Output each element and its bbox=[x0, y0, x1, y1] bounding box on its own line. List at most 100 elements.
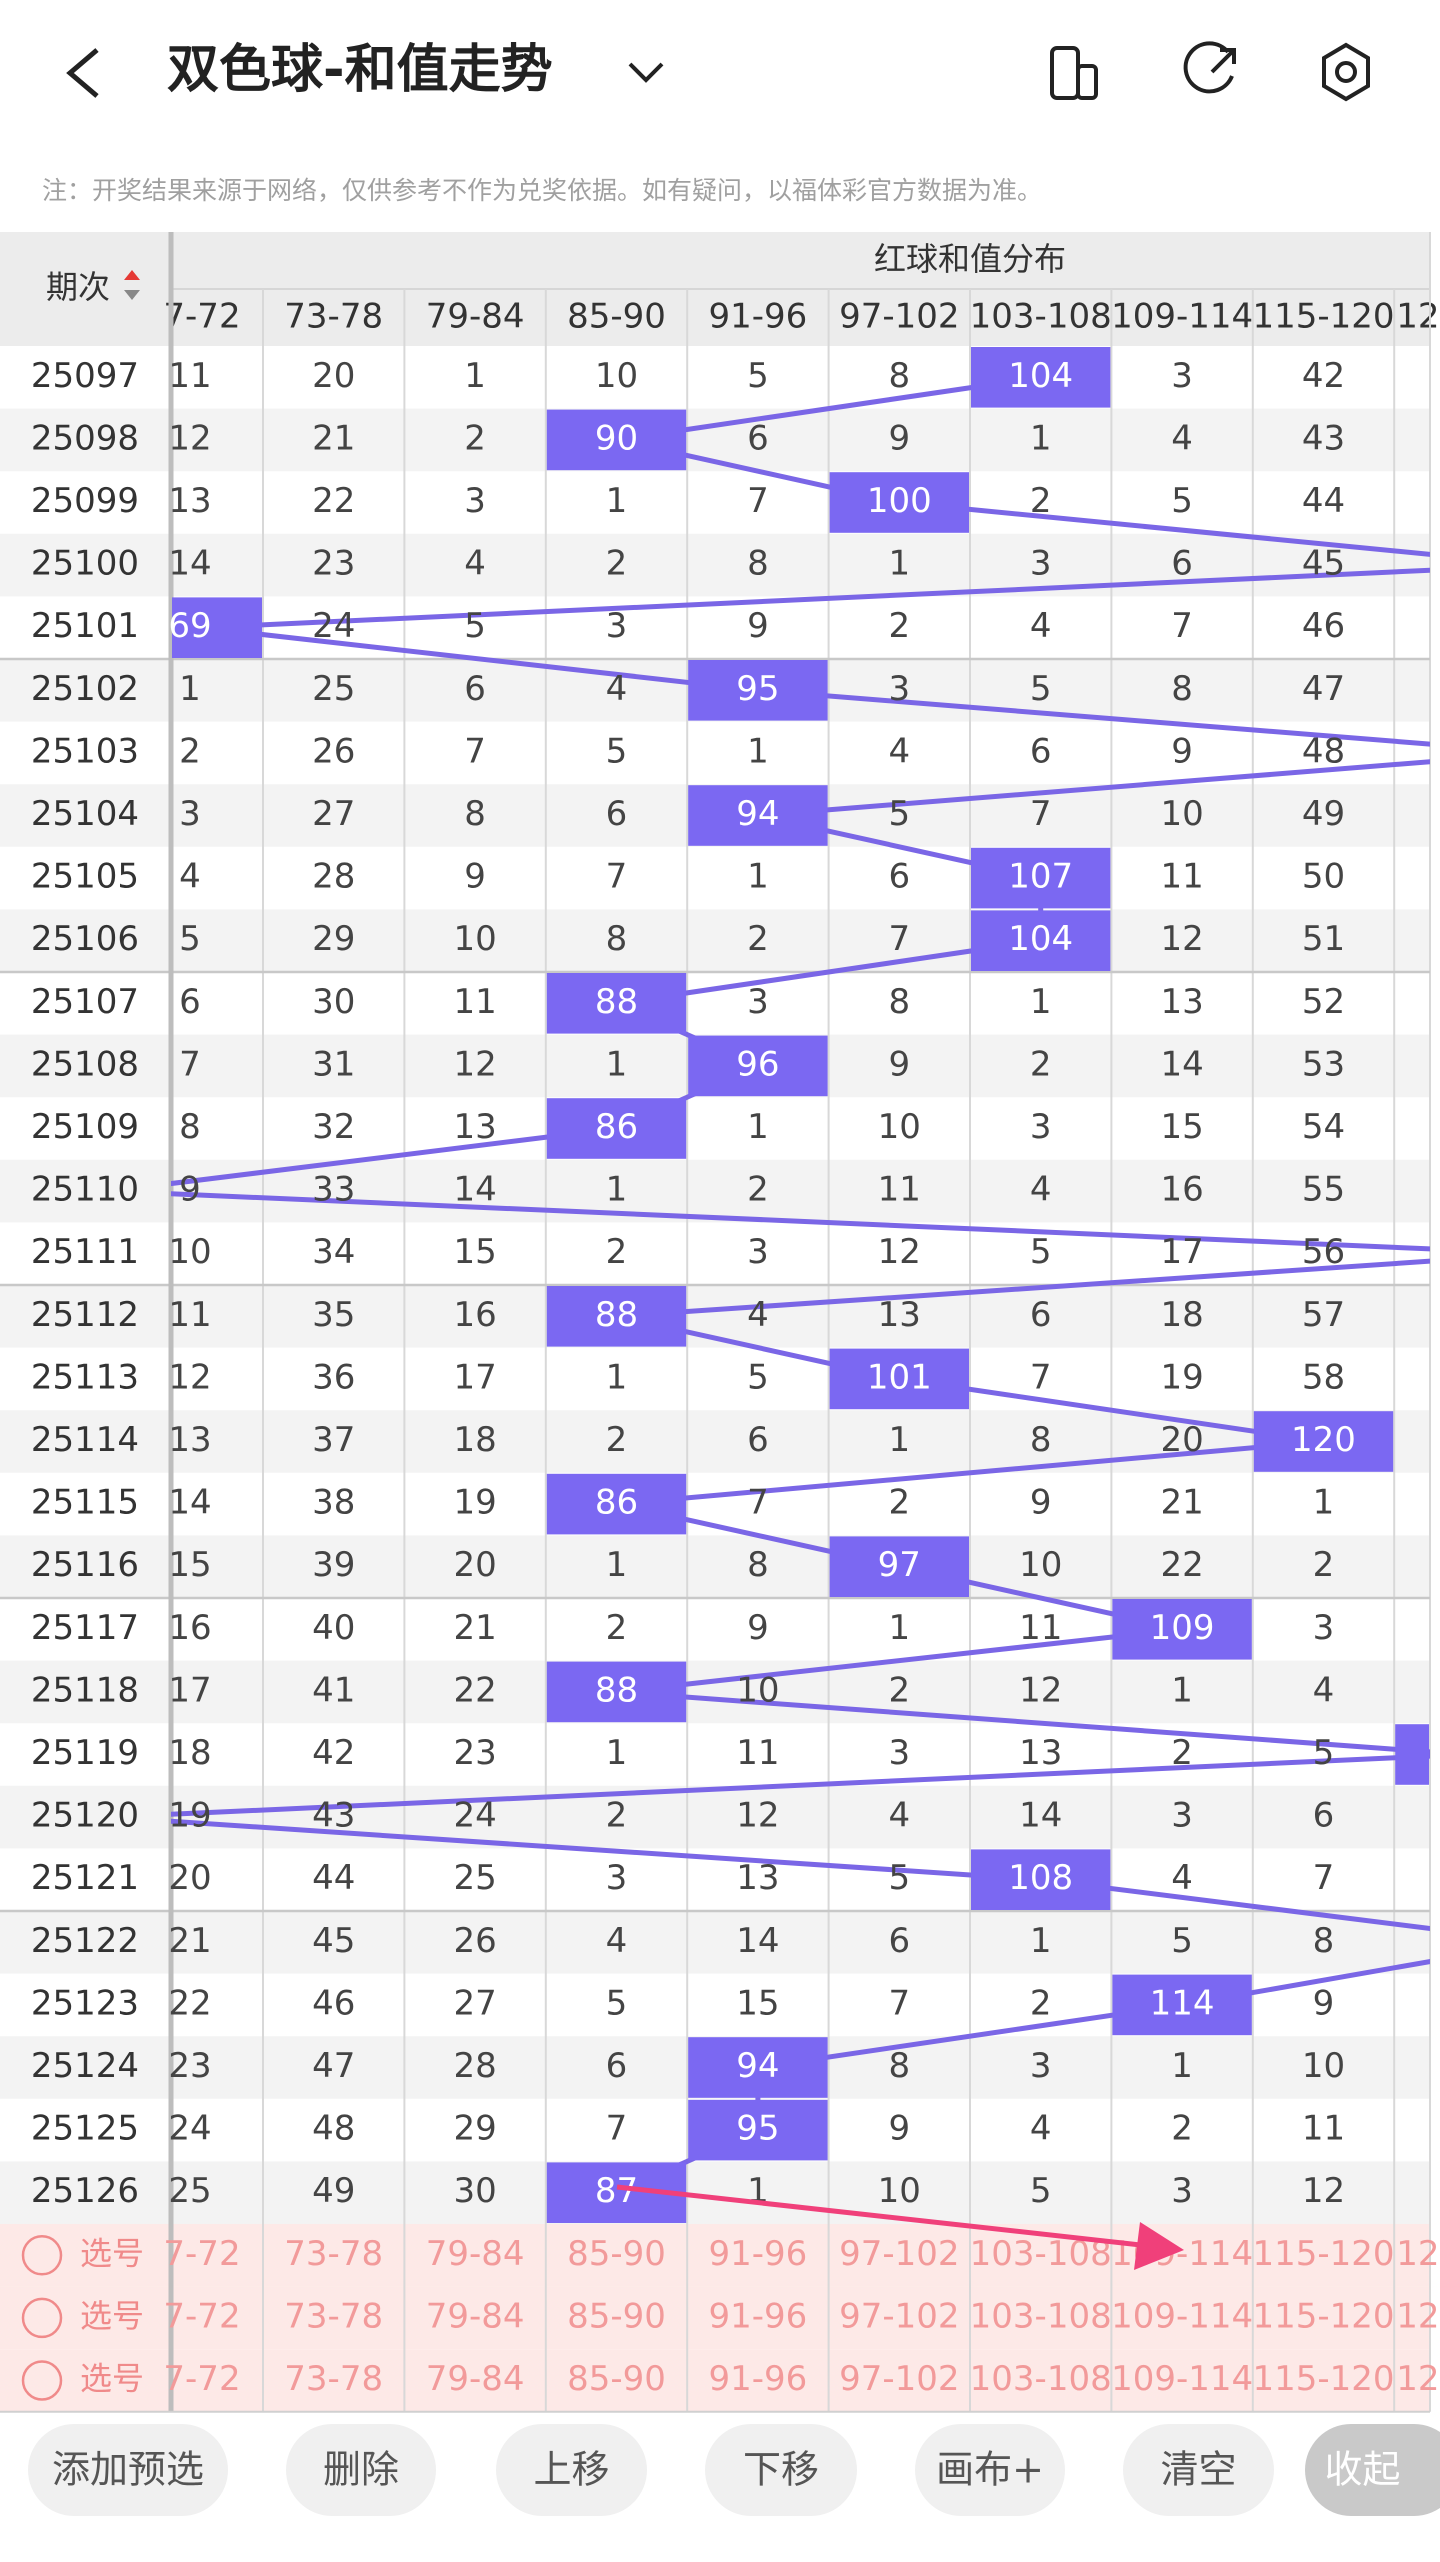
miss-count: 10 bbox=[736, 1670, 779, 1710]
miss-count: 21 bbox=[1160, 1483, 1203, 1523]
hit-cell bbox=[688, 660, 828, 721]
miss-count: 14 bbox=[168, 1483, 211, 1523]
title-dropdown[interactable] bbox=[628, 62, 664, 83]
miss-count: 4 bbox=[888, 731, 910, 771]
miss-count: 11 bbox=[1019, 1608, 1062, 1648]
period: 25097 bbox=[31, 356, 139, 396]
device-icon[interactable] bbox=[1050, 46, 1080, 100]
trend-line bbox=[899, 500, 1430, 557]
miss-count: 1 bbox=[1313, 1483, 1335, 1523]
device-icon-part bbox=[1076, 64, 1098, 100]
group-header: 红球和值分布 bbox=[874, 240, 1066, 278]
miss-count: 3 bbox=[464, 481, 486, 521]
miss-count: 47 bbox=[1302, 669, 1345, 709]
miss-count: 12 bbox=[736, 1796, 779, 1836]
hit-cell bbox=[1112, 1599, 1252, 1660]
hit-value: 97 bbox=[878, 1545, 921, 1585]
period: 25100 bbox=[31, 544, 139, 584]
hit-cell bbox=[546, 1286, 687, 1347]
miss-count: 27 bbox=[312, 794, 355, 834]
settings-icon[interactable] bbox=[1322, 42, 1370, 102]
miss-count: 2 bbox=[1030, 481, 1052, 521]
action-button[interactable] bbox=[28, 2424, 228, 2516]
select-option: 115-120 bbox=[1252, 2296, 1394, 2336]
miss-count: 5 bbox=[1030, 2171, 1052, 2211]
miss-count: 3 bbox=[606, 606, 628, 646]
action-button[interactable] bbox=[286, 2424, 436, 2516]
miss-count: 2 bbox=[1030, 1983, 1052, 2023]
hit-value: 90 bbox=[595, 418, 638, 458]
miss-count: 9 bbox=[1171, 731, 1193, 771]
miss-count: 7 bbox=[747, 1483, 769, 1523]
miss-count: 12 bbox=[1019, 1670, 1062, 1710]
miss-count: 4 bbox=[606, 1921, 628, 1961]
hit-cell bbox=[546, 973, 687, 1034]
miss-count: 21 bbox=[453, 1608, 496, 1648]
action-button[interactable] bbox=[705, 2424, 857, 2516]
miss-count: 13 bbox=[878, 1295, 921, 1335]
miss-count: 6 bbox=[1313, 1796, 1335, 1836]
miss-count: 5 bbox=[747, 356, 769, 396]
miss-count: 2 bbox=[1171, 1733, 1193, 1773]
miss-count: 28 bbox=[453, 2046, 496, 2086]
miss-count: 4 bbox=[888, 1796, 910, 1836]
miss-count: 10 bbox=[453, 919, 496, 959]
period: 25118 bbox=[31, 1670, 139, 1710]
action-button[interactable] bbox=[1123, 2424, 1274, 2516]
miss-count: 47 bbox=[312, 2046, 355, 2086]
miss-count: 28 bbox=[312, 857, 355, 897]
hit-value: 100 bbox=[867, 481, 932, 521]
trend-line bbox=[757, 759, 1430, 818]
hit-value: 107 bbox=[1008, 857, 1073, 897]
action-button[interactable] bbox=[915, 2424, 1065, 2516]
miss-count: 8 bbox=[888, 2046, 910, 2086]
miss-count: 2 bbox=[888, 606, 910, 646]
period: 25102 bbox=[31, 669, 139, 709]
miss-count: 14 bbox=[1019, 1796, 1062, 1836]
miss-count: 8 bbox=[888, 356, 910, 396]
miss-count: 21 bbox=[312, 418, 355, 458]
miss-count: 7 bbox=[1030, 794, 1052, 834]
miss-count: 33 bbox=[312, 1170, 355, 1210]
select-option: 109-114 bbox=[1111, 2296, 1253, 2336]
miss-count: 6 bbox=[1030, 731, 1052, 771]
select-option: 73-78 bbox=[284, 2296, 383, 2336]
column-header: 73-78 bbox=[284, 297, 383, 337]
action-button[interactable] bbox=[1305, 2424, 1440, 2516]
hit-cell bbox=[688, 2099, 828, 2161]
trend-line bbox=[616, 938, 1042, 1006]
period: 25117 bbox=[31, 1608, 139, 1648]
select-radio[interactable] bbox=[21, 2297, 63, 2339]
select-option: 97-102 bbox=[839, 2296, 959, 2336]
miss-count: 3 bbox=[747, 1232, 769, 1272]
select-option: 91-96 bbox=[709, 2296, 808, 2336]
hit-cell bbox=[1112, 1974, 1252, 2036]
miss-count: 1 bbox=[1171, 2046, 1193, 2086]
miss-count: 25 bbox=[453, 1858, 496, 1898]
back-button[interactable] bbox=[66, 48, 99, 98]
row-bg bbox=[0, 533, 1430, 597]
miss-count: 35 bbox=[312, 1295, 355, 1335]
miss-count: 54 bbox=[1302, 1107, 1345, 1147]
miss-count: 3 bbox=[1030, 2046, 1052, 2086]
select-radio[interactable] bbox=[21, 2360, 63, 2401]
miss-count: 12 bbox=[453, 1044, 496, 1084]
action-button[interactable] bbox=[496, 2424, 647, 2516]
select-option: 79-84 bbox=[426, 2359, 525, 2399]
hit-cell bbox=[829, 1348, 969, 1410]
miss-count: 22 bbox=[168, 1983, 211, 2023]
share-icon[interactable] bbox=[1183, 41, 1236, 94]
select-option: 12 bbox=[1396, 2234, 1439, 2274]
miss-count: 23 bbox=[453, 1733, 496, 1773]
miss-count: 3 bbox=[888, 1733, 910, 1773]
select-radio[interactable] bbox=[21, 2235, 63, 2276]
miss-count: 4 bbox=[1030, 606, 1052, 646]
miss-count: 24 bbox=[453, 1796, 496, 1836]
miss-count: 10 bbox=[1019, 1545, 1062, 1585]
miss-count: 2 bbox=[888, 1483, 910, 1523]
miss-count: 48 bbox=[1302, 731, 1345, 771]
select-option: 73-78 bbox=[284, 2359, 383, 2399]
hit-value: 88 bbox=[595, 1295, 638, 1335]
trend-line bbox=[1040, 1877, 1430, 1932]
